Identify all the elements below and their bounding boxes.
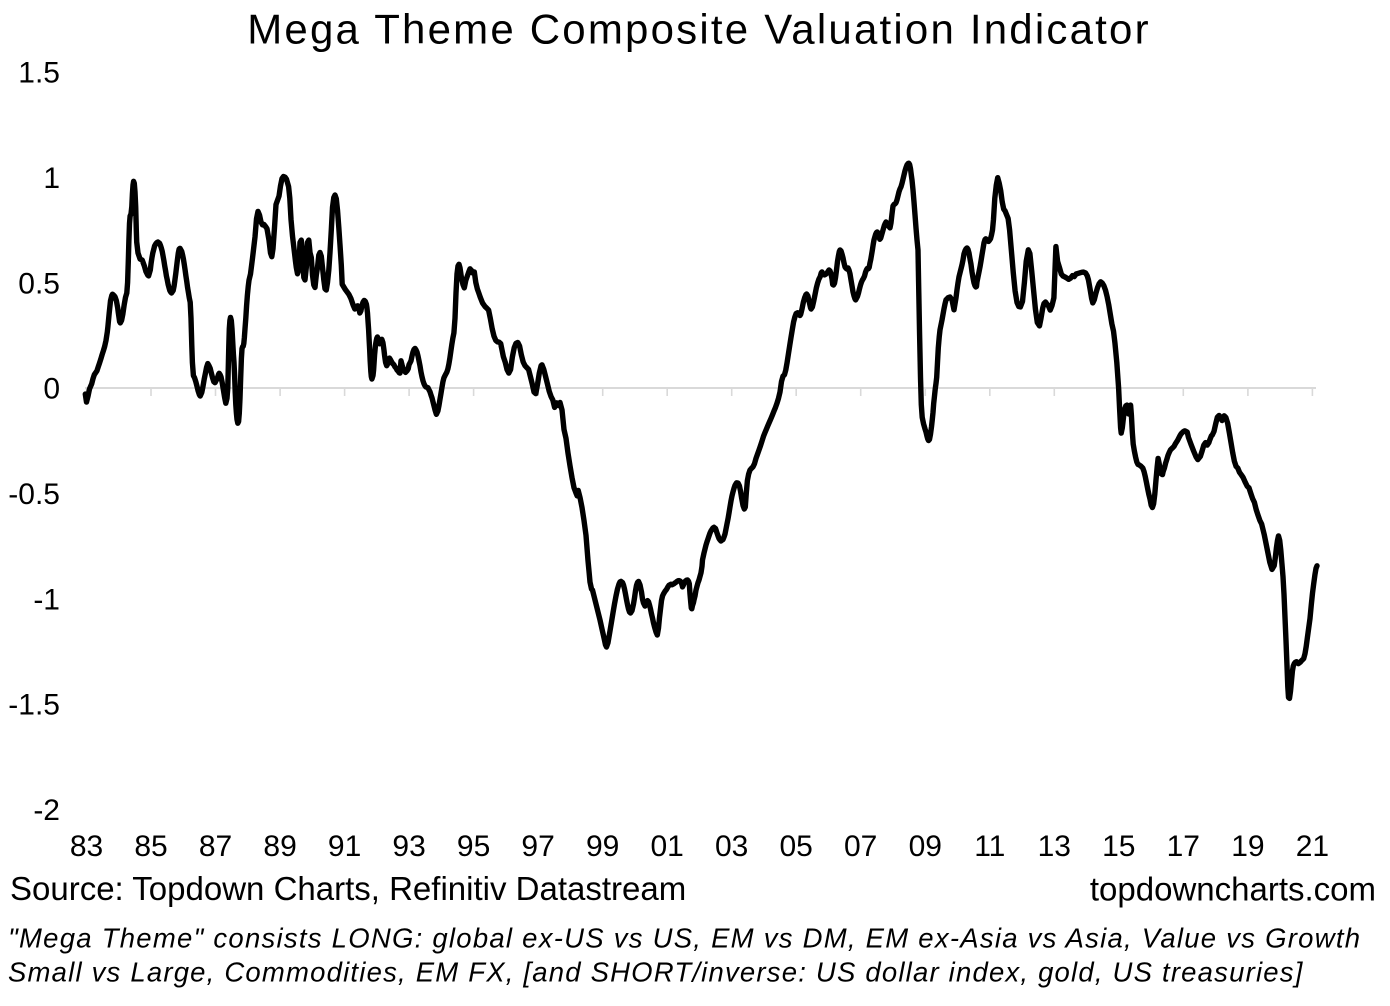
svg-text:-0.5: -0.5 [8,478,60,511]
svg-text:Small vs Large, Commodities, E: Small vs Large, Commodities, EM FX, [and… [8,957,1304,988]
svg-text:0: 0 [43,373,60,406]
svg-text:85: 85 [134,830,167,863]
svg-text:13: 13 [1038,830,1071,863]
svg-text:97: 97 [521,830,554,863]
svg-text:topdowncharts.com: topdowncharts.com [1090,871,1376,908]
svg-text:95: 95 [457,830,490,863]
svg-text:-2: -2 [33,794,60,827]
svg-text:21: 21 [1296,830,1329,863]
svg-text:15: 15 [1102,830,1135,863]
svg-text:93: 93 [392,830,425,863]
svg-text:09: 09 [909,830,942,863]
svg-text:1.5: 1.5 [18,57,60,90]
svg-text:91: 91 [328,830,361,863]
svg-text:07: 07 [844,830,877,863]
svg-text:-1.5: -1.5 [8,689,60,722]
svg-text:11: 11 [974,830,1005,863]
svg-text:Mega Theme Composite Valuation: Mega Theme Composite Valuation Indicator [247,6,1151,53]
svg-text:17: 17 [1167,830,1200,863]
svg-text:89: 89 [263,830,296,863]
svg-text:"Mega Theme" consists LONG: gl: "Mega Theme" consists LONG: global ex-US… [8,923,1361,954]
svg-text:05: 05 [780,830,813,863]
svg-text:03: 03 [715,830,748,863]
svg-text:01: 01 [651,830,684,863]
svg-text:83: 83 [70,830,103,863]
svg-text:87: 87 [199,830,232,863]
svg-text:19: 19 [1231,830,1264,863]
svg-text:99: 99 [586,830,619,863]
svg-text:1: 1 [43,162,60,195]
svg-text:Source: Topdown Charts, Refini: Source: Topdown Charts, Refinitiv Datast… [10,870,686,907]
svg-text:0.5: 0.5 [18,267,60,300]
svg-text:-1: -1 [33,583,60,616]
